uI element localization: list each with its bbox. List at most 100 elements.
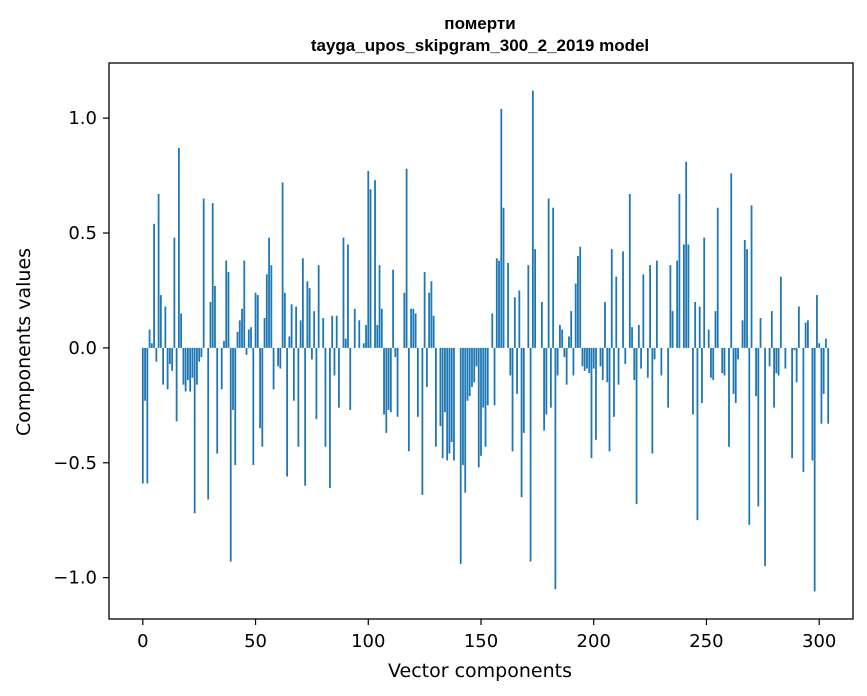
bar (227, 272, 230, 348)
bar (732, 347, 735, 394)
bar (236, 331, 239, 348)
bar (353, 308, 356, 348)
bar (773, 347, 775, 408)
bar (261, 347, 264, 447)
bar (531, 90, 534, 348)
bar (723, 347, 726, 376)
bar (741, 320, 744, 348)
bar (703, 237, 706, 348)
bar (628, 193, 631, 348)
bar (292, 347, 295, 401)
bar (642, 274, 645, 348)
bar (599, 347, 602, 367)
bar (820, 347, 823, 424)
bar (425, 347, 428, 387)
bar (234, 347, 237, 466)
bar (473, 347, 476, 383)
bar (615, 276, 618, 348)
bar (349, 347, 352, 410)
bar (214, 285, 216, 348)
y-tick-label: 0.0 (68, 338, 97, 359)
bar (522, 347, 525, 433)
bar (701, 347, 703, 404)
x-tick-label: 250 (689, 631, 723, 652)
bar (633, 347, 636, 381)
y-axis-label: Components values (13, 248, 35, 436)
bar (304, 347, 307, 486)
bar (295, 306, 298, 348)
x-tick-label: 100 (351, 631, 385, 652)
bar (466, 347, 469, 401)
bar (577, 255, 579, 348)
bar (396, 347, 399, 417)
bar (601, 347, 604, 381)
bar (369, 189, 372, 348)
bar (750, 205, 753, 348)
bar (710, 347, 712, 378)
y-tick-label: 1.0 (68, 108, 97, 129)
bar (653, 347, 656, 360)
bar (421, 347, 424, 495)
bar (407, 347, 410, 452)
bar (342, 237, 345, 348)
bar (385, 347, 388, 433)
bar (283, 292, 286, 348)
bar (306, 281, 309, 348)
bar (435, 347, 437, 447)
bar (716, 207, 719, 348)
bar (795, 347, 798, 383)
bar (193, 347, 196, 514)
bar (491, 313, 494, 348)
bar (527, 265, 530, 348)
bar (545, 347, 548, 415)
x-tick-label: 300 (802, 631, 836, 652)
bar (423, 272, 426, 348)
bar-series (141, 90, 830, 592)
bar (779, 276, 782, 348)
bar (459, 347, 462, 564)
bar (477, 347, 480, 468)
bar (358, 320, 361, 348)
bar (714, 311, 717, 348)
chart-title-line2: tayga_upos_skipgram_300_2_2019 model (311, 36, 649, 55)
bar (707, 329, 710, 348)
bar (141, 347, 144, 484)
bar (495, 258, 498, 348)
bar (173, 237, 176, 348)
bar (793, 347, 796, 351)
bar (484, 347, 487, 447)
bar (288, 336, 291, 348)
bar (606, 347, 609, 383)
bar (813, 347, 816, 592)
bar (338, 347, 340, 408)
bar (252, 347, 255, 466)
bar (698, 306, 701, 348)
bar (416, 347, 419, 417)
bar (516, 347, 518, 394)
bar (187, 347, 189, 381)
bar (202, 198, 205, 348)
bar (432, 315, 435, 348)
bar (646, 347, 649, 378)
bar (344, 338, 347, 348)
bar (225, 260, 228, 348)
y-tick-label: −0.5 (53, 453, 97, 474)
bar (552, 207, 555, 348)
bar (757, 347, 760, 507)
bar (529, 347, 532, 562)
bar (164, 306, 167, 348)
bar (444, 347, 446, 413)
bar (410, 308, 413, 348)
bar (367, 170, 370, 348)
bar (748, 347, 751, 525)
bar (694, 301, 697, 348)
bar (223, 341, 225, 348)
bar (554, 347, 557, 590)
bar (635, 347, 638, 505)
bar (568, 336, 570, 348)
bar (365, 324, 367, 348)
bar (380, 308, 383, 348)
bar (297, 347, 300, 447)
bar (730, 173, 733, 348)
bar (721, 347, 724, 374)
